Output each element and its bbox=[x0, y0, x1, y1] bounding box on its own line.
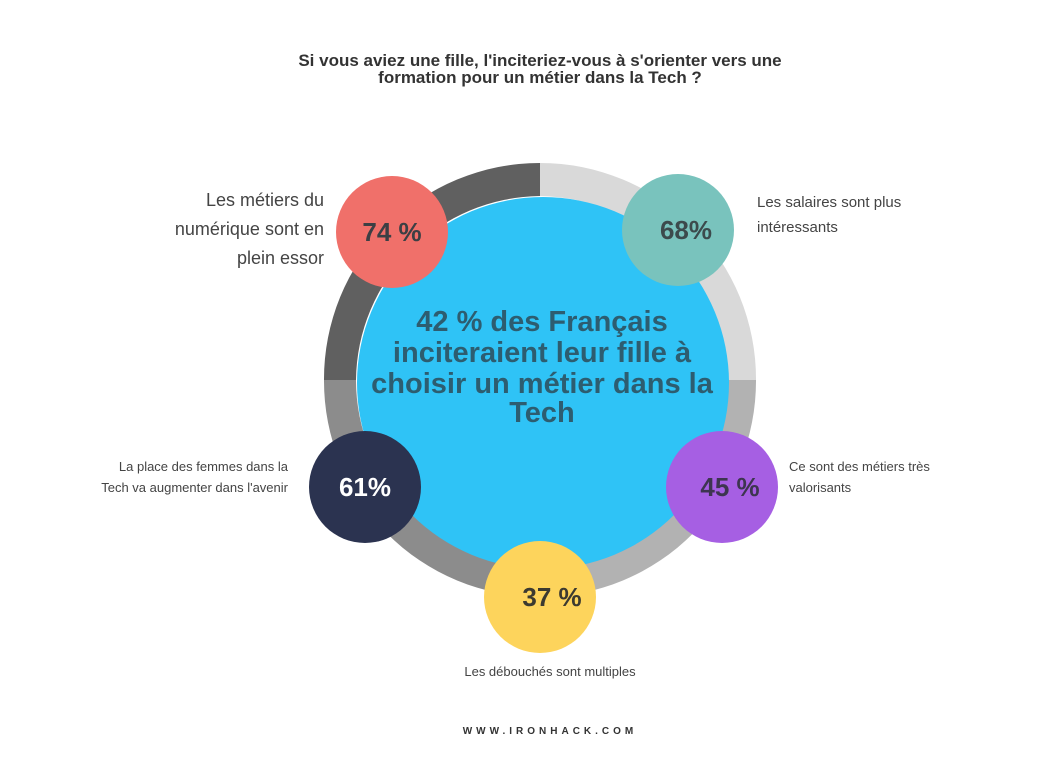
center-circle bbox=[357, 197, 729, 569]
label-line: Les salaires sont plus bbox=[757, 194, 902, 211]
label-line: Les débouchés sont multiples bbox=[464, 664, 636, 679]
center-line-1: 42 % des Français bbox=[416, 306, 667, 338]
chart-title: Si vous aviez une fille, l'inciteriez-vo… bbox=[0, 52, 1042, 86]
bubble-circle bbox=[309, 431, 421, 543]
bubble-value-label: 61% bbox=[339, 472, 391, 502]
label-salaires: Les salaires sont plus intéressants bbox=[757, 190, 901, 240]
value-bubble: 61% bbox=[309, 431, 421, 543]
label-line: Ce sont des métiers très bbox=[789, 459, 930, 474]
center-line-3: choisir un métier dans la bbox=[371, 368, 714, 400]
footer-url: WWW.IRONHACK.COM bbox=[462, 726, 638, 737]
label-line: plein essor bbox=[236, 248, 324, 268]
title-line-1: Si vous aviez une fille, l'inciteriez-vo… bbox=[298, 51, 782, 70]
label-line: Les métiers du bbox=[205, 190, 324, 210]
label-numerique: Les métiers du numérique sont en plein e… bbox=[175, 186, 324, 273]
value-bubble: 74 % bbox=[336, 176, 448, 288]
label-line: La place des femmes dans la bbox=[118, 459, 288, 474]
label-femmes: La place des femmes dans la Tech va augm… bbox=[101, 456, 288, 498]
label-debouches: Les débouchés sont multiples bbox=[0, 664, 1042, 679]
center-text: 42 % des Français inciteraient leur fill… bbox=[371, 306, 714, 429]
bubble-circle bbox=[484, 541, 596, 653]
value-bubble: 68% bbox=[622, 174, 734, 286]
value-bubble: 37 % bbox=[484, 541, 596, 653]
label-line: valorisants bbox=[789, 480, 852, 495]
bubble-value-label: 37 % bbox=[522, 582, 581, 612]
title-line-2: formation pour un métier dans la Tech ? bbox=[378, 68, 702, 87]
bubble-circle bbox=[336, 176, 448, 288]
bubble-circle bbox=[622, 174, 734, 286]
label-line: intéressants bbox=[757, 219, 838, 236]
bubble-value-label: 45 % bbox=[700, 472, 759, 502]
center-line-2: inciteraient leur fille à bbox=[393, 337, 692, 369]
label-valorisants: Ce sont des métiers très valorisants bbox=[789, 456, 930, 498]
bubble-value-label: 74 % bbox=[362, 217, 421, 247]
center-line-4: Tech bbox=[509, 397, 575, 429]
value-bubble: 45 % bbox=[666, 431, 778, 543]
label-line: numérique sont en bbox=[174, 219, 324, 239]
bubble-value-label: 68% bbox=[660, 215, 712, 245]
bubble-circle bbox=[666, 431, 778, 543]
label-line: Tech va augmenter dans l'avenir bbox=[101, 480, 288, 495]
